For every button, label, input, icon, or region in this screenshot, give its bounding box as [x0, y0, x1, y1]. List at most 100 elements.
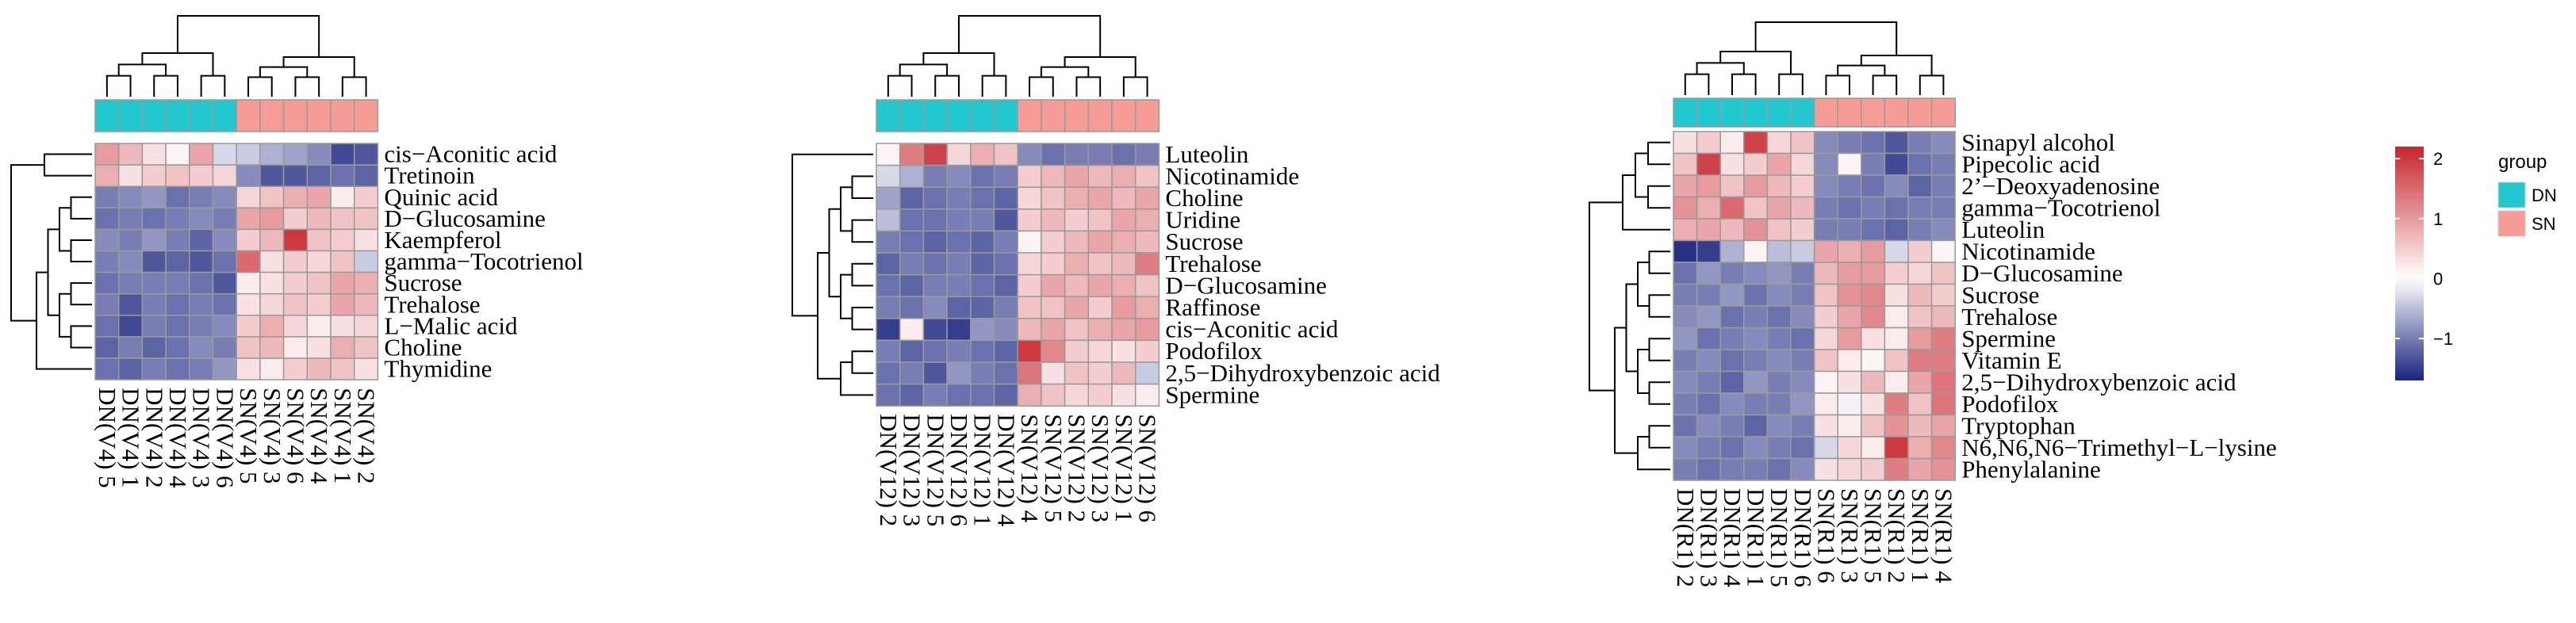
col-dendrogram-branch	[105, 75, 132, 97]
heatmap-cell	[1861, 152, 1886, 176]
group-annotation-cell	[236, 99, 261, 132]
heatmap-cell	[330, 143, 355, 166]
heatmap-cell	[1719, 370, 1745, 394]
heatmap-cell	[1837, 131, 1862, 155]
heatmap-cell	[876, 318, 901, 342]
group-annotation-cell	[306, 99, 332, 132]
col-dendrogram-branch	[200, 75, 226, 97]
row-label: 2’−Deoxyadenosine	[1961, 172, 2160, 200]
row-label: L−Malic acid	[384, 312, 518, 339]
row-dendrogram-branch	[36, 271, 92, 370]
heatmap-cell	[94, 250, 120, 273]
heatmap-cell	[141, 357, 167, 380]
heatmap-cell	[1743, 327, 1769, 350]
heatmap-cell	[1907, 370, 1933, 394]
heatmap-cell	[1790, 414, 1815, 438]
heatmap-cell	[1813, 174, 1838, 198]
group-annotation-cell	[1134, 99, 1160, 132]
heatmap-cell	[1087, 296, 1113, 319]
heatmap-cell	[1790, 327, 1815, 350]
heatmap-cell	[1696, 196, 1721, 220]
heatmap-cell	[1064, 164, 1090, 188]
heatmap-cell	[1884, 392, 1909, 416]
heatmap-cell	[946, 252, 972, 276]
heatmap-cell	[141, 185, 167, 209]
heatmap-cell	[1017, 273, 1042, 297]
heatmap-cell	[94, 271, 120, 295]
heatmap-cell	[165, 228, 190, 252]
heatmap-cell	[970, 273, 995, 297]
heatmap-cell	[212, 207, 237, 231]
heatmap-cell	[189, 292, 214, 316]
row-dendrogram-branch	[1647, 141, 1670, 166]
heatmap-cell	[993, 143, 1018, 166]
heatmap-cell	[353, 207, 379, 231]
heatmap-cell	[922, 186, 948, 210]
row-label: Kaempferol	[384, 226, 501, 254]
heatmap-cell	[189, 250, 214, 273]
heatmap-cell	[165, 336, 190, 359]
row-label: N6,N6,N6−Trimethyl−L−lysine	[1961, 434, 2276, 461]
heatmap-cell	[1719, 218, 1745, 242]
heatmap-cell	[1790, 262, 1815, 285]
heatmap-cell	[1041, 318, 1066, 342]
heatmap-cell	[1861, 414, 1886, 438]
row-label: Nicotinamide	[1961, 237, 2095, 265]
row-label: Choline	[384, 333, 462, 361]
heatmap-cell	[1719, 239, 1745, 263]
heatmap-cell	[1861, 262, 1886, 285]
heatmap-cell	[1696, 349, 1721, 373]
heatmap-cell	[1087, 318, 1113, 342]
row-dendrogram-root	[792, 153, 873, 317]
heatmap-cell	[1087, 186, 1113, 210]
group-annotation-cell	[1907, 97, 1933, 128]
heatmap-cell	[1111, 143, 1137, 166]
heatmap-cell	[970, 361, 995, 385]
heatmap-cell	[1696, 370, 1721, 394]
heatmap-cell	[1790, 131, 1815, 155]
row-label: 2,5−Dihydroxybenzoic acid	[1961, 368, 2237, 396]
heatmap-cell	[899, 339, 925, 363]
column-label: SN(R1) 5	[1860, 488, 1888, 583]
heatmap-cell	[1719, 283, 1745, 307]
heatmap-cell	[1017, 143, 1042, 166]
group-annotation-cell	[94, 99, 120, 132]
heatmap-cell	[1111, 361, 1137, 385]
heatmap-cell	[1017, 383, 1042, 407]
heatmap-cell	[1837, 283, 1862, 307]
heatmap-cell	[117, 185, 144, 209]
heatmap-cell	[876, 361, 901, 385]
heatmap-cell	[993, 208, 1018, 232]
heatmap-cell	[330, 336, 355, 359]
heatmap-cell	[1766, 131, 1792, 155]
heatmap-cell	[1930, 370, 1956, 394]
heatmap-cell	[1884, 327, 1909, 350]
heatmap-cell	[946, 383, 972, 407]
heatmap-cell	[1041, 230, 1066, 254]
group-annotation-cell	[212, 99, 237, 132]
heatmap-cell	[282, 143, 309, 166]
heatmap-cell	[876, 186, 901, 210]
heatmap-cell	[259, 185, 285, 209]
row-label: gamma−Tocotrienol	[1961, 193, 2160, 221]
heatmap-cell	[1673, 457, 1698, 481]
heatmap-cell	[1017, 296, 1042, 319]
heatmap-cell	[236, 185, 261, 209]
row-dendrogram-branch	[1635, 152, 1648, 198]
heatmap-cell	[922, 164, 948, 188]
row-label: Sinapyl alcohol	[1961, 128, 2115, 156]
col-dendrogram-branch	[1029, 76, 1054, 97]
heatmap-cell	[141, 228, 167, 252]
heatmap-cell	[1743, 262, 1769, 285]
heatmap-cell	[1766, 218, 1792, 242]
heatmap-cell	[212, 336, 237, 359]
heatmap-cell	[1837, 305, 1862, 329]
group-annotation-cell	[876, 99, 901, 132]
heatmap-cell	[946, 164, 972, 188]
heatmap-cell	[899, 318, 925, 342]
heatmap-cell	[1884, 283, 1909, 307]
col-dendrogram-branch	[117, 63, 167, 76]
row-dendrogram-branch	[840, 186, 853, 232]
heatmap-cell	[1837, 218, 1862, 242]
heatmap-cell	[1041, 186, 1066, 210]
